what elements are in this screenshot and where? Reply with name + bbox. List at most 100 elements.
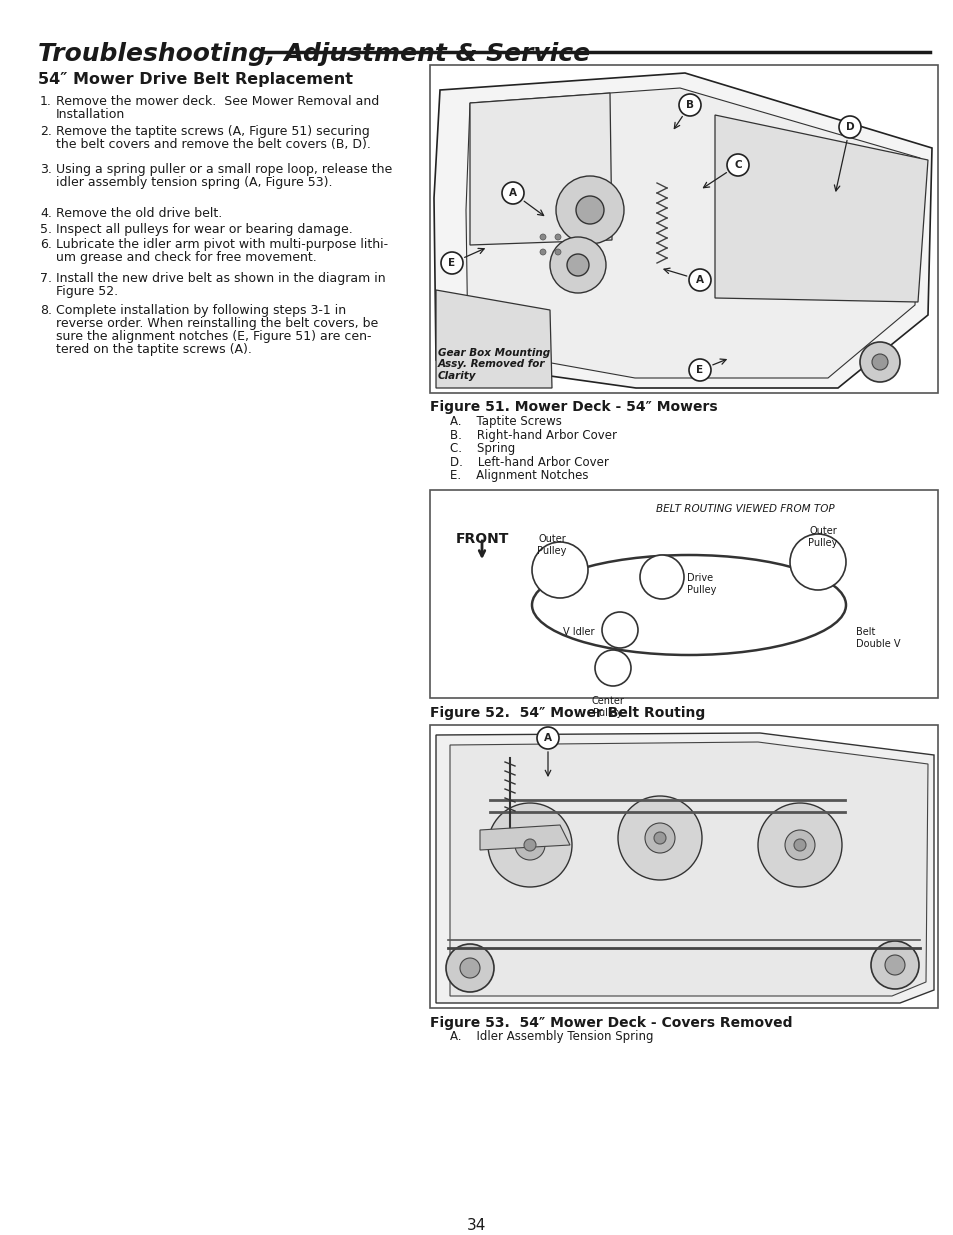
Circle shape (884, 955, 904, 974)
Text: Center
Pulley: Center Pulley (591, 697, 624, 718)
Text: 6.: 6. (40, 238, 51, 251)
Text: Remove the old drive belt.: Remove the old drive belt. (56, 207, 222, 220)
Circle shape (550, 237, 605, 293)
Text: 34: 34 (467, 1218, 486, 1233)
Text: 4.: 4. (40, 207, 51, 220)
Text: D.    Left-hand Arbor Cover: D. Left-hand Arbor Cover (450, 456, 608, 468)
Polygon shape (714, 115, 927, 303)
Circle shape (539, 249, 545, 254)
Circle shape (618, 797, 701, 881)
Circle shape (688, 359, 710, 382)
Text: 7.: 7. (40, 272, 52, 285)
Circle shape (532, 542, 587, 598)
Circle shape (639, 555, 683, 599)
Circle shape (784, 830, 814, 860)
Text: Gear Box Mounting
Assy. Removed for
Clarity: Gear Box Mounting Assy. Removed for Clar… (437, 348, 550, 382)
Polygon shape (434, 73, 931, 388)
Text: E.    Alignment Notches: E. Alignment Notches (450, 469, 588, 482)
Circle shape (488, 803, 572, 887)
Text: Drive
Pulley: Drive Pulley (686, 573, 716, 594)
FancyBboxPatch shape (430, 725, 937, 1008)
Circle shape (515, 830, 544, 860)
Text: idler assembly tension spring (A, Figure 53).: idler assembly tension spring (A, Figure… (56, 177, 333, 189)
Text: Complete installation by following steps 3-1 in: Complete installation by following steps… (56, 304, 346, 317)
Text: A: A (696, 275, 703, 285)
Circle shape (758, 803, 841, 887)
Circle shape (601, 613, 638, 648)
Text: Troubleshooting, Adjustment & Service: Troubleshooting, Adjustment & Service (38, 42, 590, 65)
FancyBboxPatch shape (430, 65, 937, 393)
Text: FRONT: FRONT (455, 532, 508, 546)
Circle shape (501, 182, 523, 204)
Circle shape (556, 177, 623, 245)
Text: tered on the taptite screws (A).: tered on the taptite screws (A). (56, 343, 252, 356)
Text: Remove the taptite screws (A, Figure 51) securing: Remove the taptite screws (A, Figure 51)… (56, 125, 370, 138)
Text: 3.: 3. (40, 163, 51, 177)
Text: Lubricate the idler arm pivot with multi-purpose lithi-: Lubricate the idler arm pivot with multi… (56, 238, 388, 251)
Text: A.    Taptite Screws: A. Taptite Screws (450, 415, 561, 429)
Circle shape (459, 958, 479, 978)
Polygon shape (436, 734, 933, 1003)
Text: C.    Spring: C. Spring (450, 442, 515, 454)
Text: BELT ROUTING VIEWED FROM TOP: BELT ROUTING VIEWED FROM TOP (655, 504, 833, 514)
Text: B.    Right-hand Arbor Cover: B. Right-hand Arbor Cover (450, 429, 617, 441)
Circle shape (440, 252, 462, 274)
Text: um grease and check for free movement.: um grease and check for free movement. (56, 251, 316, 264)
Text: V Idler: V Idler (563, 627, 595, 637)
Text: 1.: 1. (40, 95, 51, 107)
Text: Using a spring puller or a small rope loop, release the: Using a spring puller or a small rope lo… (56, 163, 392, 177)
Circle shape (870, 941, 918, 989)
Text: Installation: Installation (56, 107, 125, 121)
Text: sure the alignment notches (E, Figure 51) are cen-: sure the alignment notches (E, Figure 51… (56, 330, 371, 343)
Circle shape (576, 196, 603, 224)
Circle shape (726, 154, 748, 177)
Text: 5.: 5. (40, 224, 52, 236)
Circle shape (566, 254, 588, 275)
Text: Figure 51. Mower Deck - 54″ Mowers: Figure 51. Mower Deck - 54″ Mowers (430, 400, 717, 414)
Circle shape (679, 94, 700, 116)
Polygon shape (479, 825, 569, 850)
Text: 54″ Mower Drive Belt Replacement: 54″ Mower Drive Belt Replacement (38, 72, 353, 86)
FancyBboxPatch shape (430, 490, 937, 698)
Circle shape (446, 944, 494, 992)
Text: Figure 53.  54″ Mower Deck - Covers Removed: Figure 53. 54″ Mower Deck - Covers Remov… (430, 1016, 792, 1030)
Polygon shape (450, 742, 927, 995)
Text: 2.: 2. (40, 125, 51, 138)
Circle shape (654, 832, 665, 844)
Text: reverse order. When reinstalling the belt covers, be: reverse order. When reinstalling the bel… (56, 317, 377, 330)
Text: A: A (543, 734, 552, 743)
Circle shape (644, 823, 675, 853)
Text: C: C (734, 161, 741, 170)
Circle shape (859, 342, 899, 382)
Circle shape (688, 269, 710, 291)
Circle shape (595, 650, 630, 685)
Text: A.    Idler Assembly Tension Spring: A. Idler Assembly Tension Spring (450, 1030, 653, 1044)
Text: Remove the mower deck.  See Mower Removal and: Remove the mower deck. See Mower Removal… (56, 95, 379, 107)
Text: Outer
Pulley: Outer Pulley (807, 526, 837, 547)
Text: A: A (509, 188, 517, 198)
Text: Install the new drive belt as shown in the diagram in: Install the new drive belt as shown in t… (56, 272, 385, 285)
Text: Figure 52.: Figure 52. (56, 285, 118, 298)
Circle shape (555, 249, 560, 254)
Text: 8.: 8. (40, 304, 52, 317)
Circle shape (871, 354, 887, 370)
Text: Inspect all pulleys for wear or bearing damage.: Inspect all pulleys for wear or bearing … (56, 224, 353, 236)
Text: D: D (844, 122, 854, 132)
Circle shape (537, 727, 558, 748)
Polygon shape (470, 93, 612, 245)
Circle shape (523, 839, 536, 851)
Polygon shape (436, 290, 552, 388)
Polygon shape (465, 88, 919, 378)
Text: Figure 52.  54″ Mower Belt Routing: Figure 52. 54″ Mower Belt Routing (430, 706, 704, 720)
Text: Belt
Double V: Belt Double V (855, 627, 900, 648)
Text: E: E (696, 366, 702, 375)
Text: E: E (448, 258, 456, 268)
Text: Outer
Pulley: Outer Pulley (537, 534, 566, 556)
Circle shape (789, 534, 845, 590)
Text: B: B (685, 100, 693, 110)
Circle shape (838, 116, 861, 138)
Circle shape (539, 233, 545, 240)
Circle shape (555, 233, 560, 240)
Circle shape (793, 839, 805, 851)
Text: the belt covers and remove the belt covers (B, D).: the belt covers and remove the belt cove… (56, 138, 371, 151)
